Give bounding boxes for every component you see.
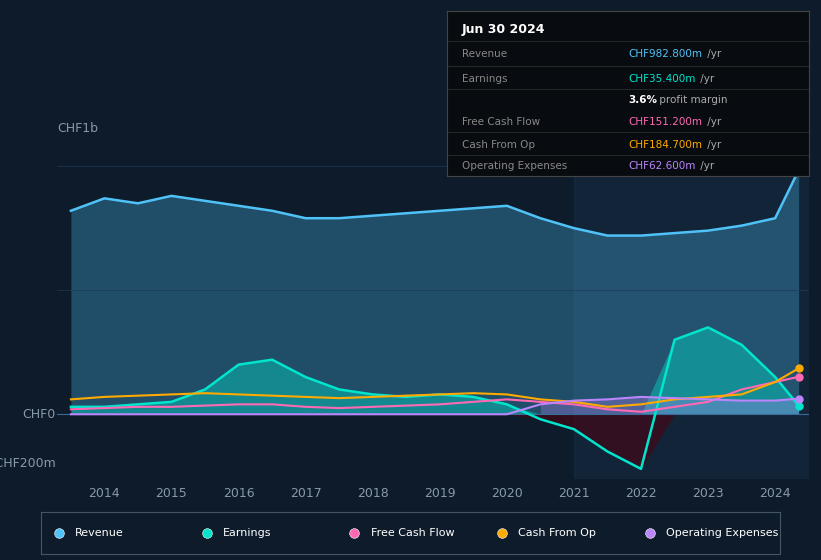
Text: /yr: /yr <box>697 74 714 84</box>
Text: CHF184.700m: CHF184.700m <box>628 140 702 150</box>
Text: Cash From Op: Cash From Op <box>462 140 535 150</box>
Text: Jun 30 2024: Jun 30 2024 <box>462 23 545 36</box>
Text: /yr: /yr <box>704 49 721 59</box>
Text: CHF151.200m: CHF151.200m <box>628 117 702 127</box>
Text: CHF35.400m: CHF35.400m <box>628 74 695 84</box>
Text: Free Cash Flow: Free Cash Flow <box>370 529 454 538</box>
Text: /yr: /yr <box>704 140 721 150</box>
Text: profit margin: profit margin <box>655 95 727 105</box>
Text: CHF1b: CHF1b <box>57 122 99 135</box>
Text: Operating Expenses: Operating Expenses <box>666 529 778 538</box>
Text: -CHF200m: -CHF200m <box>0 458 56 470</box>
Text: Earnings: Earnings <box>222 529 271 538</box>
Text: /yr: /yr <box>697 161 714 171</box>
Text: CHF0: CHF0 <box>23 408 56 421</box>
Bar <box>574 151 809 479</box>
Text: Revenue: Revenue <box>462 49 507 59</box>
Text: Cash From Op: Cash From Op <box>518 529 596 538</box>
Text: CHF62.600m: CHF62.600m <box>628 161 695 171</box>
Text: Operating Expenses: Operating Expenses <box>462 161 567 171</box>
Text: 3.6%: 3.6% <box>628 95 657 105</box>
Text: CHF982.800m: CHF982.800m <box>628 49 702 59</box>
Text: Free Cash Flow: Free Cash Flow <box>462 117 540 127</box>
Text: /yr: /yr <box>704 117 721 127</box>
Text: Earnings: Earnings <box>462 74 507 84</box>
Text: Revenue: Revenue <box>75 529 124 538</box>
